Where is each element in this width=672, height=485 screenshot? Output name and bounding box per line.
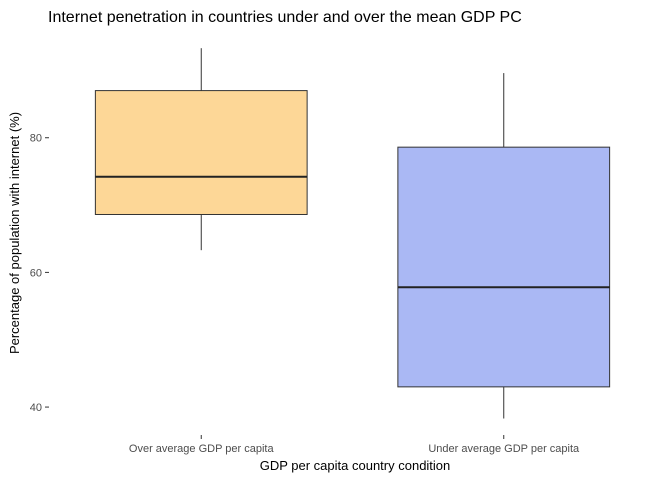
y-axis-title: Percentage of population with internet (…: [7, 112, 22, 354]
box-iqr: [94, 90, 308, 215]
y-tick-label: 40: [30, 402, 42, 414]
y-tick-label: 60: [30, 267, 42, 279]
x-tick-label: Over average GDP per capita: [129, 443, 275, 455]
box-iqr: [397, 146, 611, 388]
x-tick-label: Under average GDP per capita: [428, 443, 580, 455]
x-axis-title: GDP per capita country condition: [260, 458, 451, 473]
plot-area: 40 60 80 Over average GDP per capita Under a…: [30, 48, 611, 455]
chart-title: Internet penetration in countries under …: [48, 9, 522, 26]
y-tick-label: 80: [30, 133, 42, 145]
